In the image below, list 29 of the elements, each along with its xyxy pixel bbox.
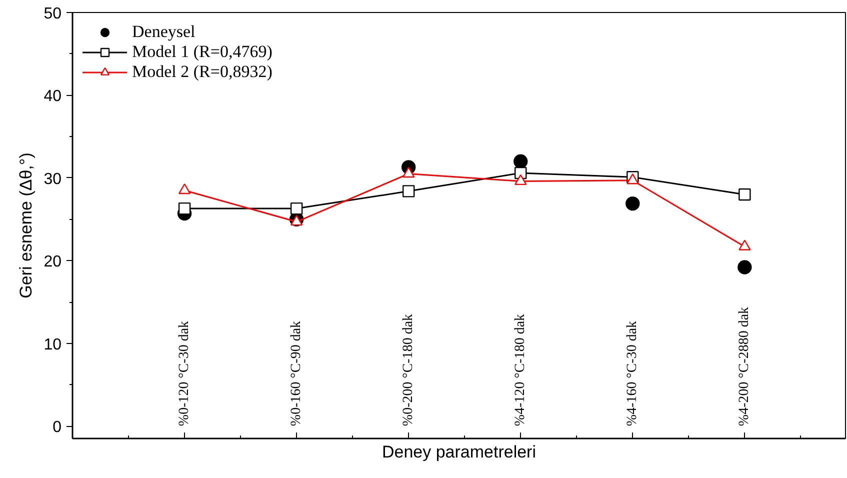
point [178, 202, 191, 215]
x-tick-label: %4-200 °C-2880 dak [737, 306, 752, 426]
y-tick-label: 10 [44, 336, 62, 354]
point [290, 214, 303, 226]
point [290, 202, 303, 215]
y-tick-label: 40 [44, 88, 62, 106]
point [402, 166, 415, 178]
y-tick-label: 0 [52, 419, 62, 436]
legend-label: Model 2 (R=0,8932) [132, 62, 272, 82]
point [738, 188, 751, 201]
point [514, 154, 528, 168]
legend-label: Model 1 (R=0,4769) [132, 42, 272, 62]
legend-label: Deneysel [132, 22, 196, 42]
y-tick-label: 30 [44, 170, 62, 188]
x-tick-label: %0-200 °C-180 dak [401, 314, 416, 426]
x-tick-label: %4-120 °C-180 dak [513, 314, 528, 426]
x-tick-label: %0-160 °C-90 dak [289, 320, 304, 426]
x-tick-label: %0-120 °C-30 dak [177, 320, 192, 426]
y-tick-label: 20 [44, 254, 62, 271]
y-tick-label: 50 [44, 6, 62, 22]
point [178, 183, 191, 194]
point [514, 174, 527, 186]
y-axis-title: Geri esneme (Δθ,°) [16, 152, 36, 298]
point [402, 185, 415, 198]
point [738, 240, 751, 250]
x-tick-label: %4-160 °C-30 dak [625, 320, 640, 426]
x-axis-title: Deney parametreleri [382, 442, 536, 462]
point [626, 196, 640, 211]
point [738, 260, 752, 274]
